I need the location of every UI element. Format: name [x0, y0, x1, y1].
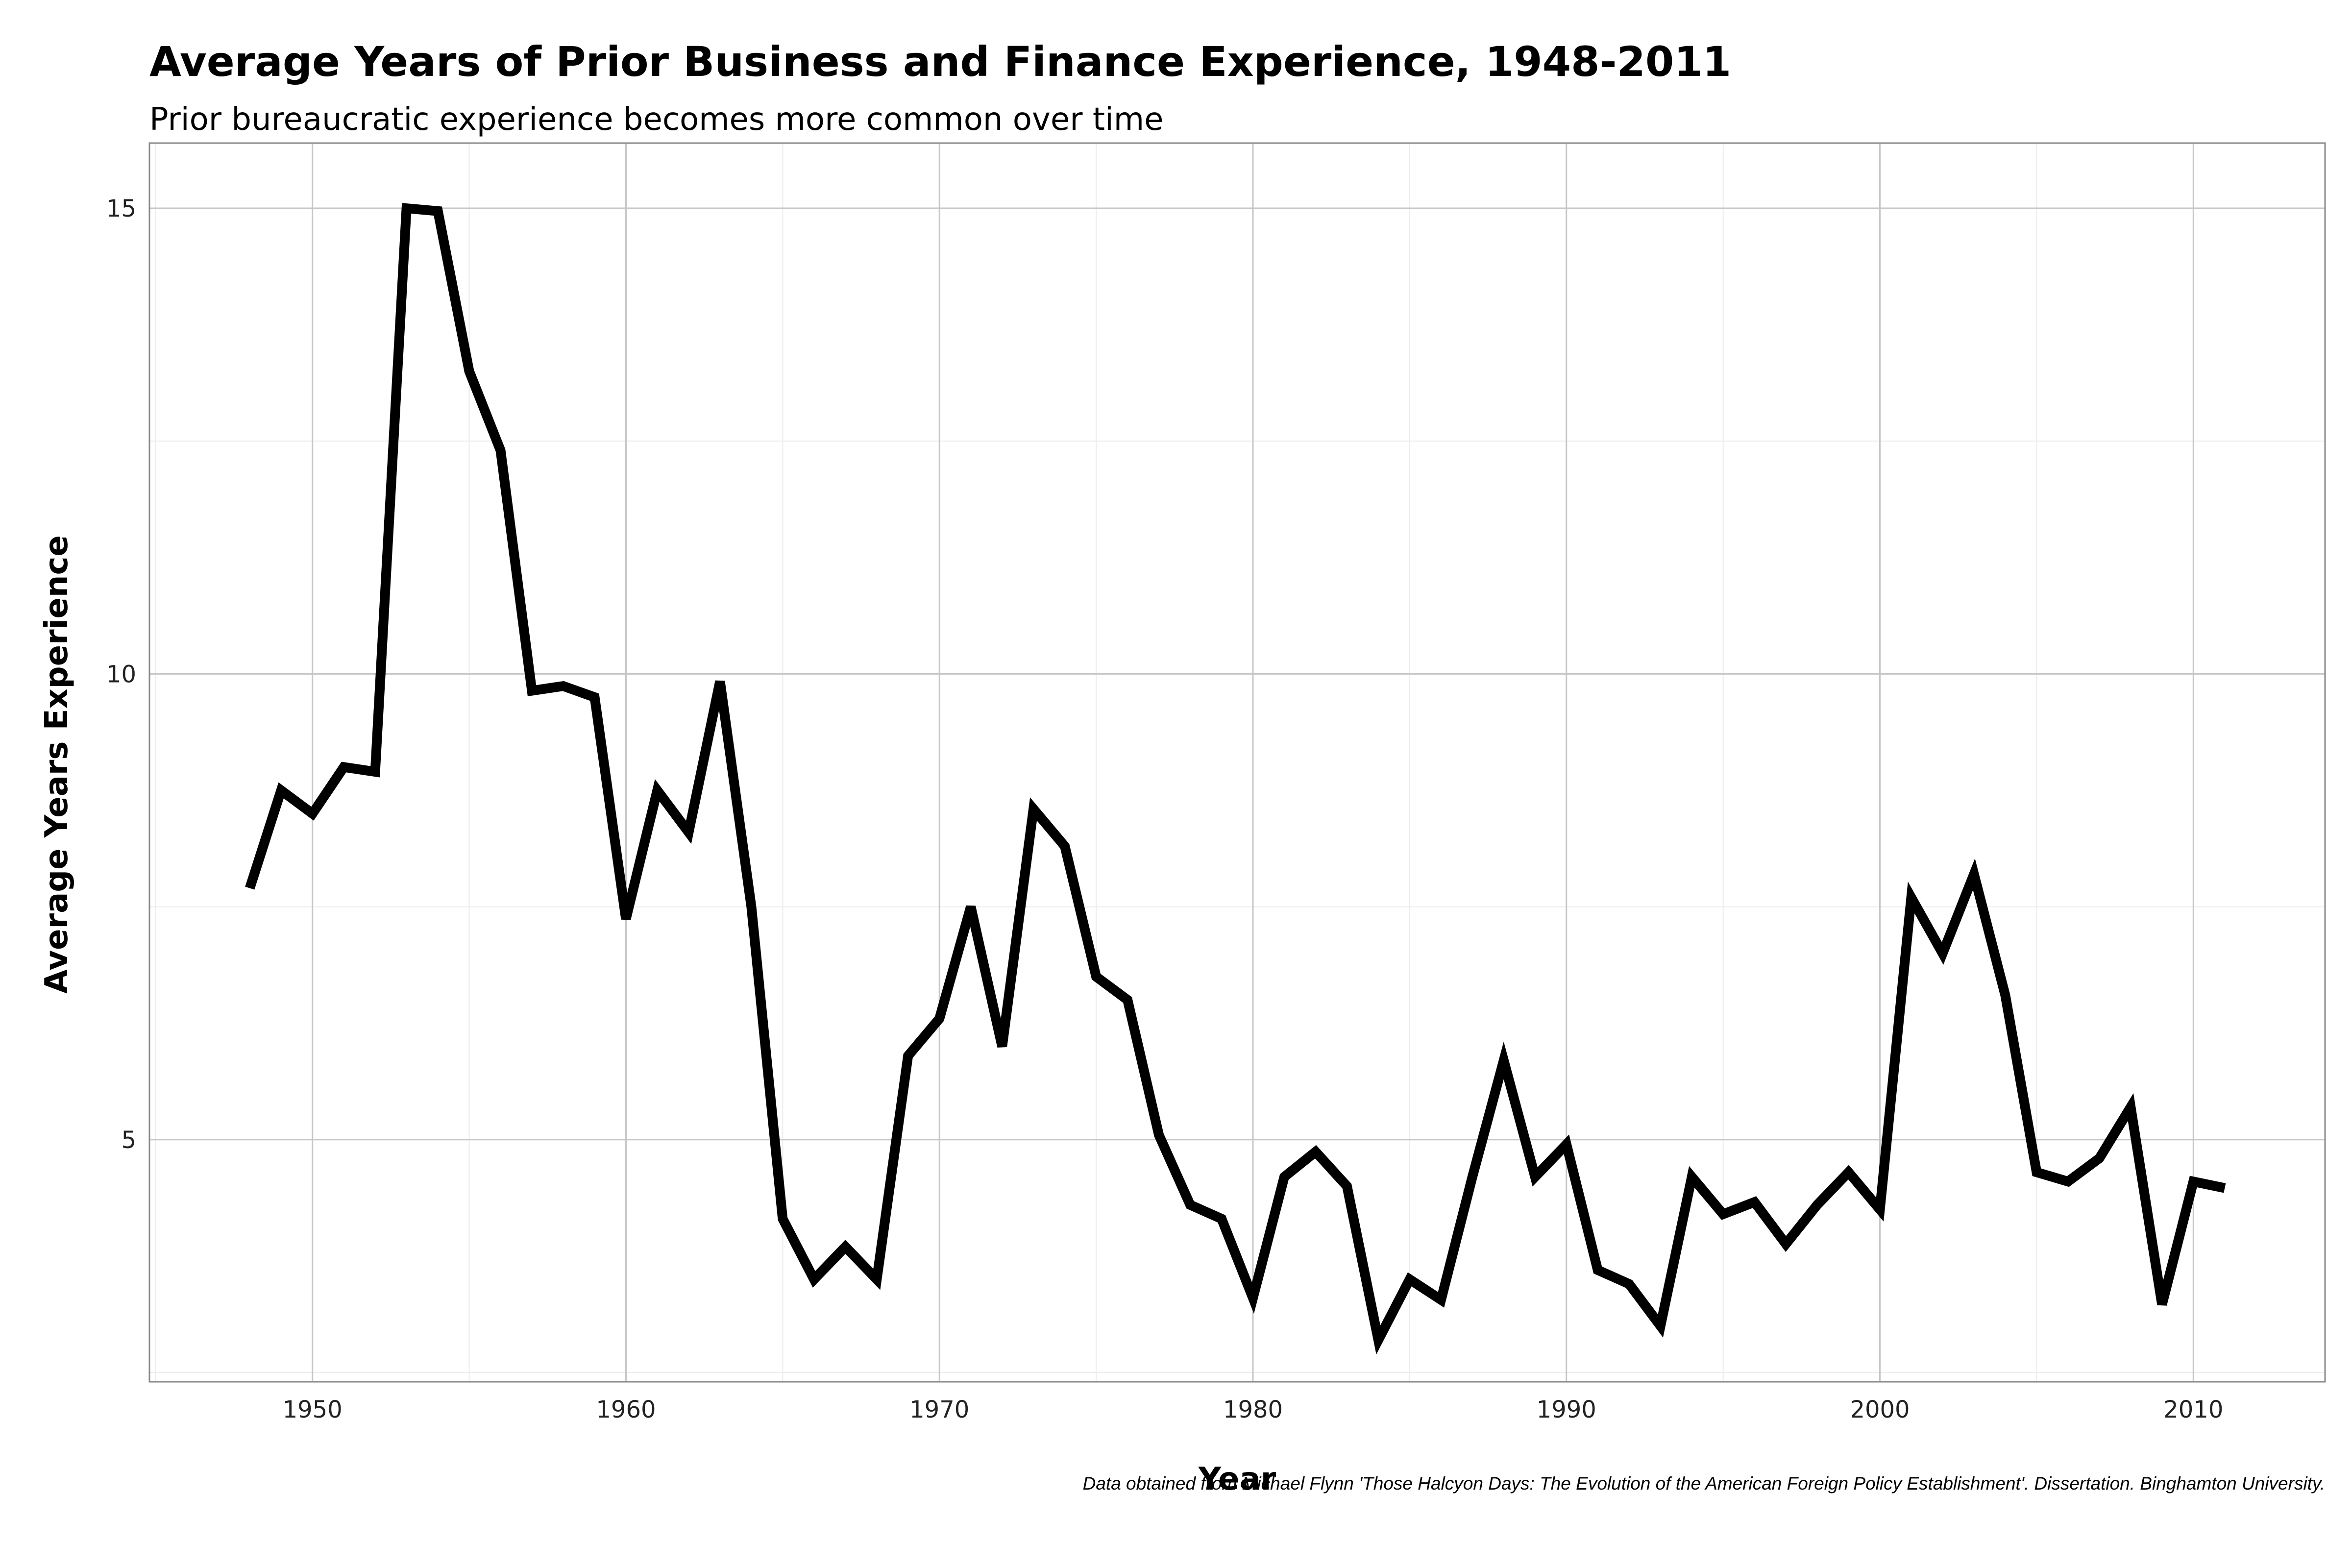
- x-tick-label: 1980: [1223, 1396, 1283, 1423]
- chart-caption: Data obtained from Michael Flynn 'Those …: [1083, 1473, 2325, 1494]
- major-gridlines-x: [312, 143, 2194, 1382]
- x-tick-label: 2010: [2163, 1396, 2223, 1423]
- plot-panel-border: [148, 142, 2326, 1383]
- x-tick-label: 1950: [283, 1396, 343, 1423]
- y-axis-title: Average Years Experience: [39, 535, 75, 994]
- y-tick-label: 10: [106, 661, 136, 688]
- x-tick-label: 1960: [596, 1396, 656, 1423]
- x-axis-tick-labels: 1950 1960 1970 1980 1990 2000 2010: [283, 1396, 2224, 1423]
- series-line-experience: [245, 203, 2226, 1355]
- y-axis-tick-labels: 5 10 15: [106, 195, 136, 1154]
- y-tick-label: 15: [106, 195, 136, 222]
- x-tick-label: 1990: [1537, 1396, 1596, 1423]
- x-tick-label: 1970: [909, 1396, 969, 1423]
- chart-title: Average Years of Prior Business and Fina…: [149, 38, 1731, 86]
- y-tick-label: 5: [121, 1127, 136, 1154]
- chart-subtitle: Prior bureaucratic experience becomes mo…: [149, 101, 1163, 138]
- x-axis-title: Year: [1198, 1461, 1276, 1497]
- major-gridlines-y: [149, 207, 2325, 1141]
- x-tick-label: 2000: [1850, 1396, 1910, 1423]
